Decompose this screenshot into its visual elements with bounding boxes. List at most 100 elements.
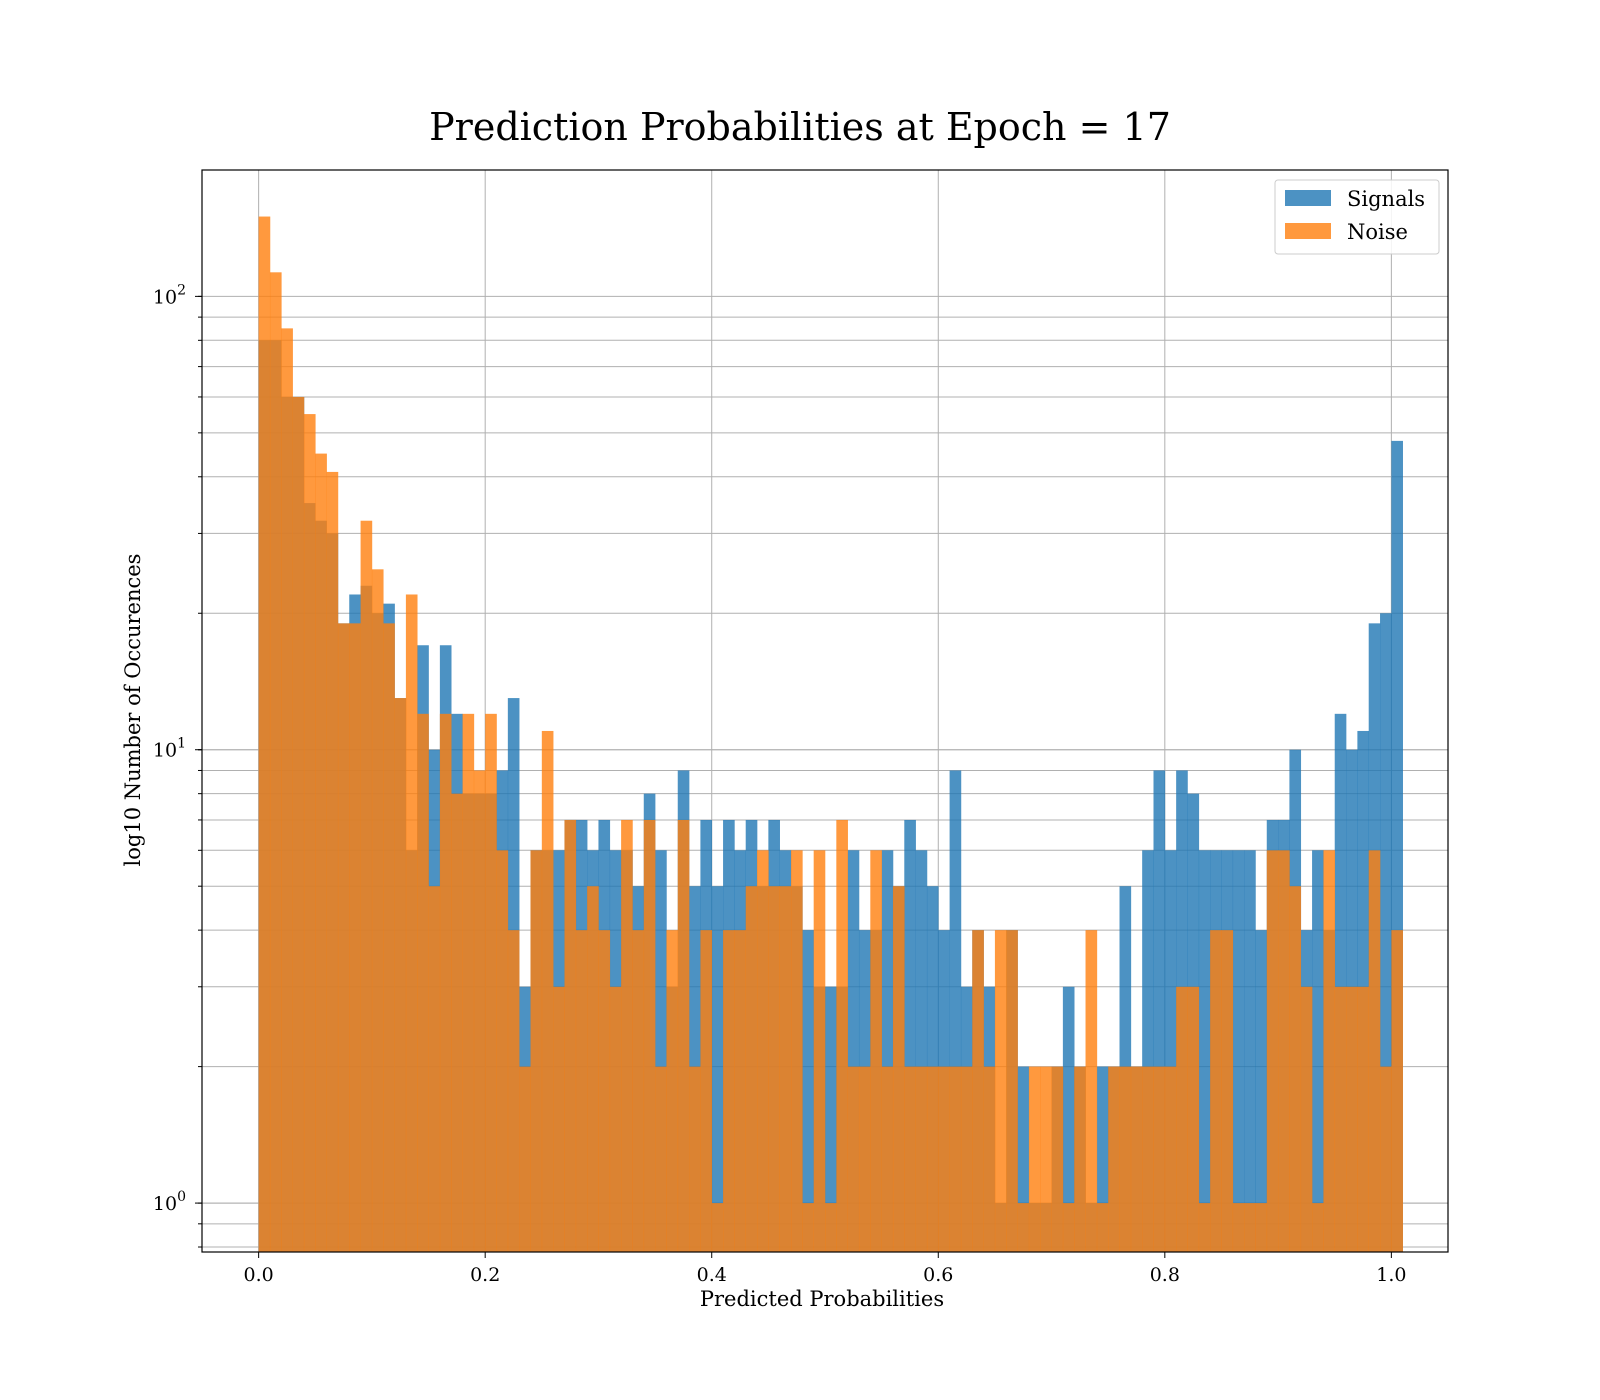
noise-bar <box>700 930 713 1252</box>
noise-bar <box>904 1066 916 1252</box>
noise-bar <box>847 1066 860 1252</box>
noise-bar <box>1278 850 1290 1252</box>
noise-bar <box>553 986 565 1252</box>
legend-swatch-noise <box>1285 223 1331 239</box>
signals-bar <box>655 850 667 1252</box>
noise-bar <box>711 1203 724 1252</box>
noise-bar <box>485 713 497 1252</box>
y-axis-label: log10 Number of Occurences <box>121 554 145 867</box>
x-tick-label: 0.4 <box>697 1264 727 1286</box>
signals-bar <box>802 930 814 1252</box>
noise-bar <box>745 886 758 1252</box>
signals-bar <box>915 850 928 1252</box>
signals-bar <box>825 986 837 1252</box>
noise-bar <box>768 886 780 1252</box>
noise-bar <box>926 1066 939 1252</box>
noise-bar <box>462 713 475 1252</box>
signals-bar <box>881 850 894 1252</box>
noise-bar <box>1221 930 1234 1252</box>
noise-bar <box>643 819 656 1252</box>
noise-bar <box>677 819 690 1252</box>
x-tick-label: 0.2 <box>470 1264 500 1286</box>
noise-bar <box>394 698 407 1252</box>
noise-bar <box>292 396 305 1252</box>
noise-bar <box>428 886 441 1252</box>
noise-bar <box>405 594 418 1252</box>
signals-bar <box>847 850 860 1252</box>
signals-bar <box>1232 850 1245 1252</box>
noise-bar <box>1017 1203 1030 1252</box>
noise-bar <box>303 414 316 1252</box>
noise-bar <box>326 471 339 1252</box>
noise-bar <box>1142 1066 1154 1252</box>
legend: Signals Noise <box>1274 179 1440 255</box>
noise-bar <box>1210 930 1222 1252</box>
signals-bar <box>711 886 724 1252</box>
noise-bar <box>1085 930 1098 1252</box>
noise-bar <box>417 713 429 1252</box>
y-tick-label: 102 <box>153 282 186 308</box>
signals-bar <box>1164 850 1177 1252</box>
noise-bar <box>564 819 577 1252</box>
noise-bar <box>655 1066 667 1252</box>
noise-bar <box>1153 1066 1166 1252</box>
noise-bar <box>1368 850 1381 1252</box>
signals-bar <box>1312 850 1324 1252</box>
signals-bar <box>1391 440 1403 1252</box>
plot-frame <box>201 169 1449 1253</box>
signals-bar <box>1334 713 1347 1252</box>
noise-bar <box>1074 1066 1086 1252</box>
legend-label-signals: Signals <box>1347 187 1425 211</box>
signals-bar <box>1198 850 1211 1252</box>
signals-bar <box>949 770 962 1252</box>
noise-bar <box>1232 1203 1245 1252</box>
noise-bar <box>1198 1203 1211 1252</box>
noise-bar <box>451 793 463 1252</box>
noise-bar <box>734 930 747 1252</box>
noise-bar <box>689 1066 701 1252</box>
noise-bar <box>723 930 735 1252</box>
noise-bar <box>791 850 803 1252</box>
noise-bar <box>1051 1066 1064 1252</box>
noise-bar <box>1289 886 1302 1252</box>
legend-swatch-signals <box>1285 190 1331 206</box>
signals-bar <box>1380 613 1392 1252</box>
noise-bar <box>598 930 611 1252</box>
noise-bar <box>1323 850 1336 1252</box>
noise-bar <box>983 1066 996 1252</box>
noise-bar <box>915 1066 928 1252</box>
noise-bar <box>496 850 509 1252</box>
noise-bar <box>1391 930 1403 1252</box>
noise-bar <box>1380 1066 1392 1252</box>
noise-bar <box>1096 1203 1109 1252</box>
noise-bar <box>473 770 486 1252</box>
noise-bar <box>609 986 622 1252</box>
noise-bar <box>1300 986 1313 1252</box>
noise-bar <box>1312 1203 1324 1252</box>
noise-bar <box>825 1203 837 1252</box>
noise-bar <box>507 930 520 1252</box>
y-axis-ticks: 100 101 102 <box>153 282 202 1248</box>
signals-bar <box>904 819 916 1252</box>
noise-bar <box>360 520 373 1252</box>
noise-bar <box>972 930 984 1252</box>
noise-bar <box>269 272 282 1252</box>
noise-bar <box>836 819 848 1252</box>
x-axis-label: Predicted Probabilities <box>700 1287 944 1311</box>
noise-bar <box>1108 1066 1120 1252</box>
noise-bar <box>1357 986 1370 1252</box>
noise-bar <box>1062 1203 1075 1252</box>
noise-bar <box>1119 1066 1132 1252</box>
noise-bar <box>632 930 645 1252</box>
signals-bar <box>1062 986 1075 1252</box>
noise-bar <box>1244 1203 1256 1252</box>
noise-bars <box>258 216 1403 1252</box>
noise-bar <box>1266 850 1279 1252</box>
noise-bar <box>858 1066 871 1252</box>
noise-bar <box>1187 986 1200 1252</box>
legend-label-noise: Noise <box>1347 220 1408 244</box>
signals-bar <box>1255 930 1268 1252</box>
noise-bar <box>621 819 633 1252</box>
noise-bar <box>281 328 293 1252</box>
